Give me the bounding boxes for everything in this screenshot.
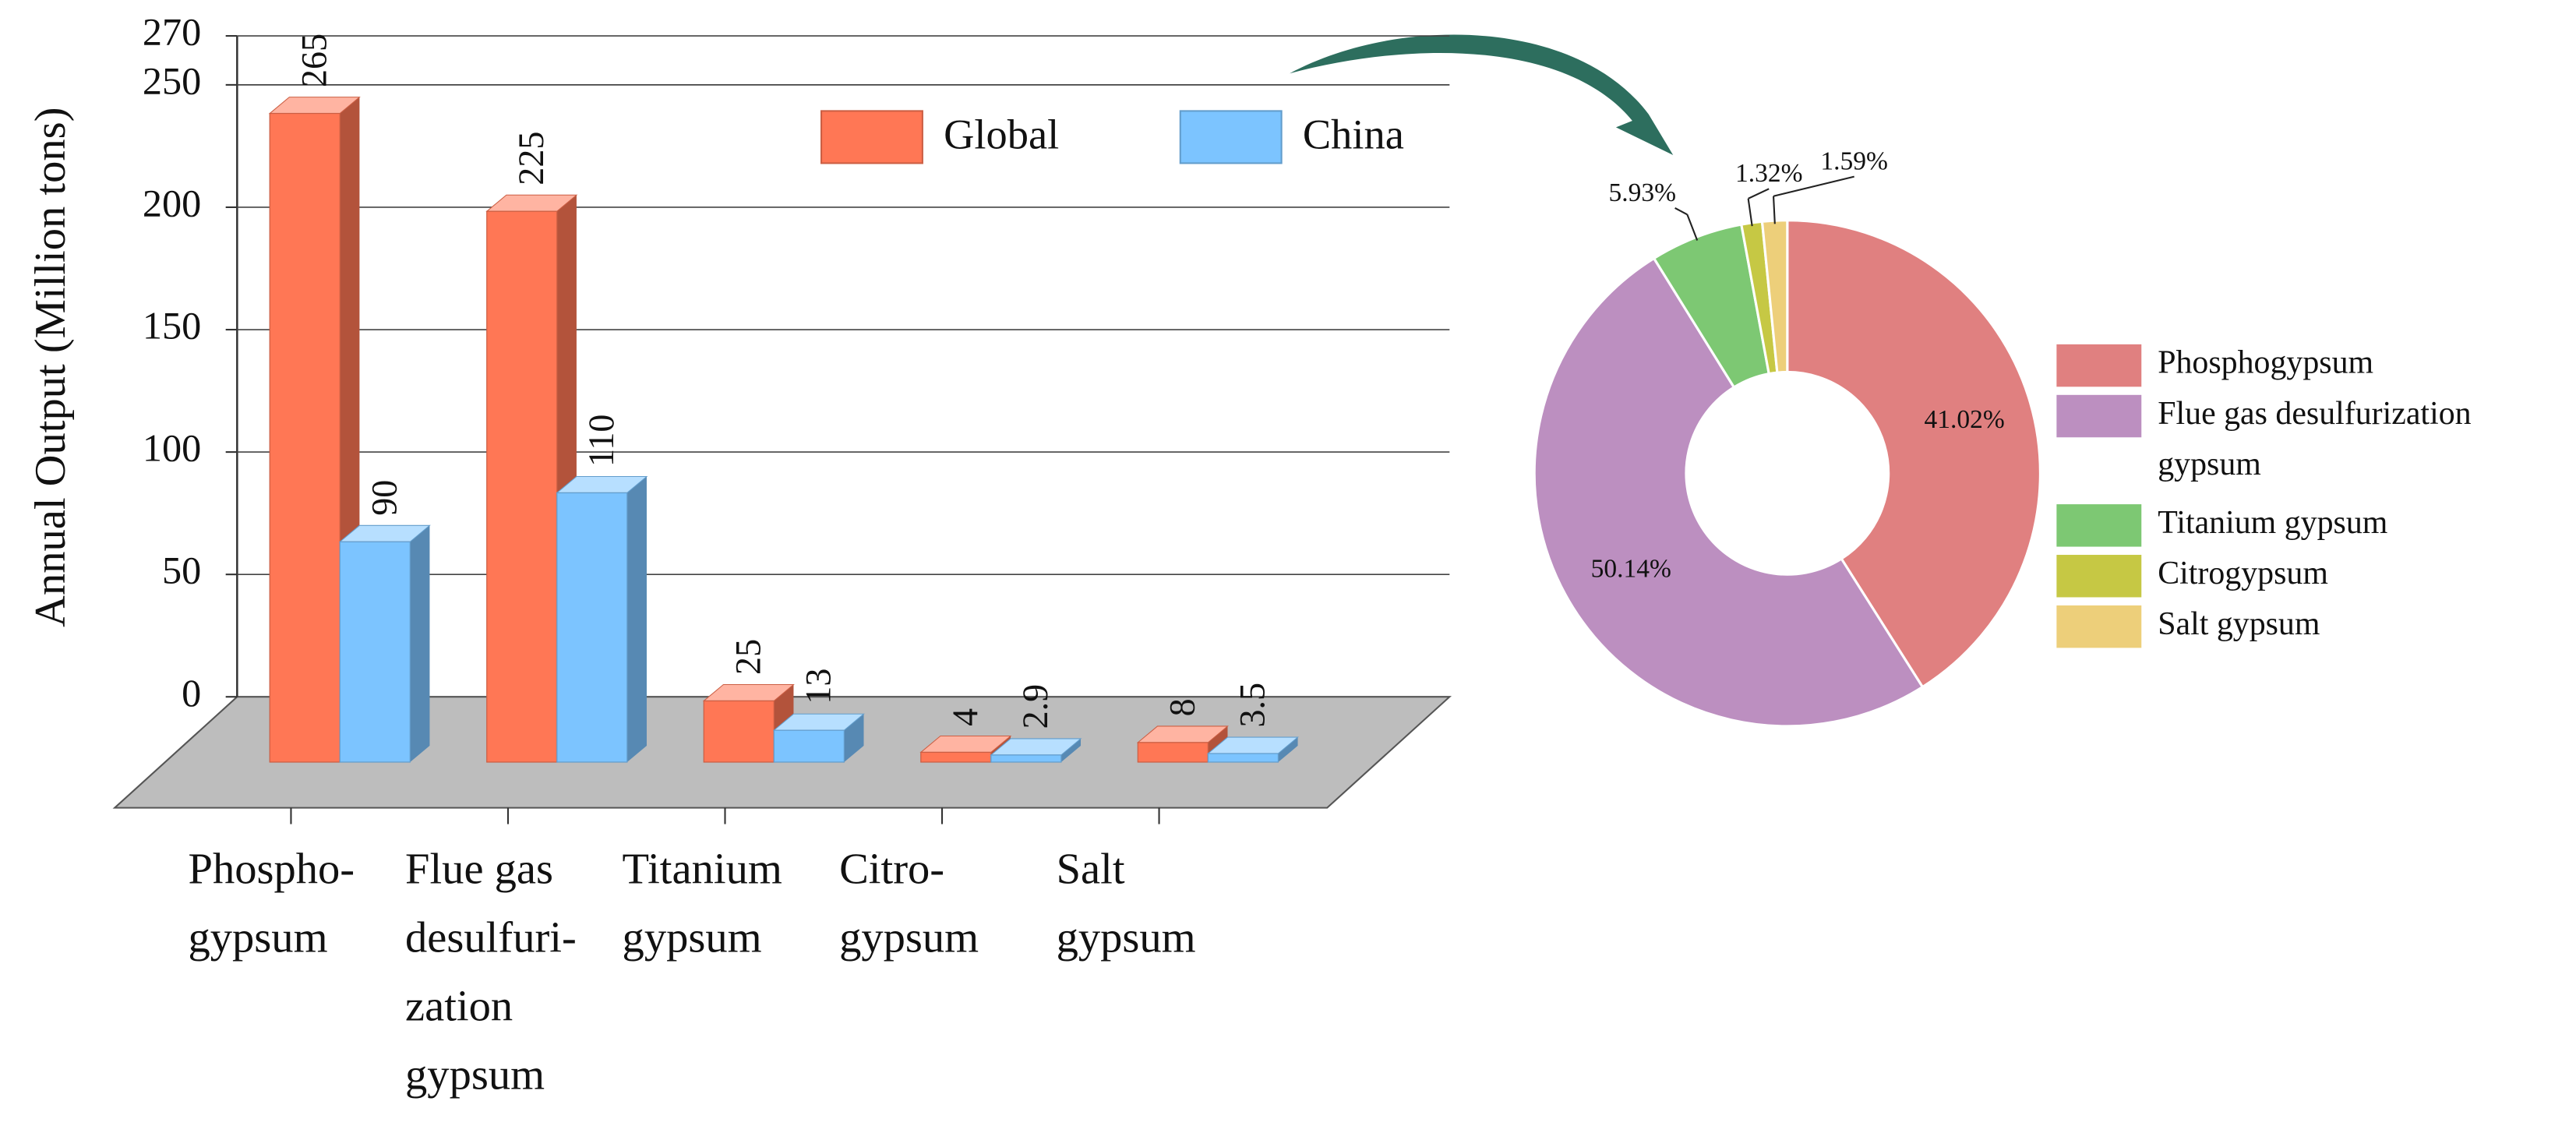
- value-label: 90: [365, 480, 404, 516]
- leader-line: [1773, 196, 1776, 224]
- y-tick-label: 50: [162, 549, 201, 592]
- legend-swatch: [2056, 555, 2142, 598]
- slice-label: 5.93%: [1608, 178, 1676, 207]
- legend-label: China: [1303, 111, 1404, 158]
- legend-swatch: [2056, 344, 2142, 387]
- slice-label: 50.14%: [1591, 555, 1671, 584]
- bar: [269, 112, 341, 763]
- donut-slice: [1786, 219, 2041, 689]
- x-tick-label: Salt gypsum: [1057, 845, 1196, 962]
- y-tick-label: 100: [143, 426, 201, 470]
- value-label: 8: [1163, 698, 1202, 716]
- bar-side: [410, 525, 430, 762]
- value-label: 3.5: [1233, 683, 1272, 728]
- legend-swatch: [2056, 605, 2142, 648]
- x-tick-label: Flue gas desulfuri-zation gypsum: [405, 845, 577, 1099]
- y-tick-label: 270: [143, 10, 201, 54]
- leader-line: [1686, 214, 1699, 241]
- leader-line: [1674, 206, 1688, 216]
- bar: [990, 754, 1062, 763]
- legend-label: Phosphogypsum: [2158, 345, 2373, 381]
- bar-side: [626, 476, 647, 762]
- legend-label: Citrogypsum: [2158, 556, 2328, 591]
- value-label: 110: [581, 415, 621, 467]
- legend-swatch: [2056, 504, 2142, 547]
- legend-label: Titanium gypsum: [2158, 505, 2387, 541]
- bar: [339, 541, 411, 763]
- donut-slice: [1760, 219, 1789, 374]
- value-label: 2.9: [1015, 684, 1055, 729]
- slice-label: 1.59%: [1820, 147, 1888, 176]
- legend-swatch: [2056, 394, 2142, 438]
- arrow: [1290, 34, 1674, 155]
- legend-swatch: [820, 110, 923, 164]
- x-tick-label: Titanium gypsum: [623, 845, 782, 962]
- bar: [1137, 742, 1209, 763]
- value-label: 25: [729, 639, 768, 675]
- leader-line: [1748, 188, 1770, 199]
- y-tick-label: 200: [143, 181, 201, 224]
- donut-slice: [1533, 256, 1925, 728]
- bar: [703, 700, 775, 763]
- slice-label: 41.02%: [1924, 405, 2004, 434]
- bar-side: [844, 714, 864, 762]
- x-tick-label: Citro-gypsum: [839, 845, 979, 962]
- legend-swatch: [1179, 110, 1283, 164]
- bar: [920, 751, 992, 763]
- y-axis-label: Annual Output (Million tons): [26, 108, 75, 627]
- leader-line: [1747, 198, 1753, 227]
- bar: [773, 729, 845, 763]
- legend-label: Global: [944, 111, 1059, 158]
- x-tick-label: Phospho-gypsum: [189, 845, 355, 962]
- y-tick-label: 150: [143, 304, 201, 348]
- value-label: 13: [799, 669, 838, 704]
- legend-label: Salt gypsum: [2158, 606, 2320, 642]
- bar-side: [1278, 737, 1298, 762]
- bar-side: [1060, 738, 1082, 762]
- leader-line: [1773, 175, 1854, 197]
- slice-label: 1.32%: [1735, 159, 1803, 188]
- y-tick-label: 250: [143, 58, 201, 102]
- bar: [1207, 753, 1279, 763]
- value-label: 265: [295, 34, 334, 87]
- bar: [486, 210, 558, 763]
- value-label: 4: [945, 708, 985, 726]
- value-label: 225: [511, 132, 551, 185]
- legend-label: Flue gas desulfurization gypsum: [2158, 396, 2471, 482]
- y-tick-label: 0: [182, 671, 201, 715]
- bar: [556, 492, 628, 763]
